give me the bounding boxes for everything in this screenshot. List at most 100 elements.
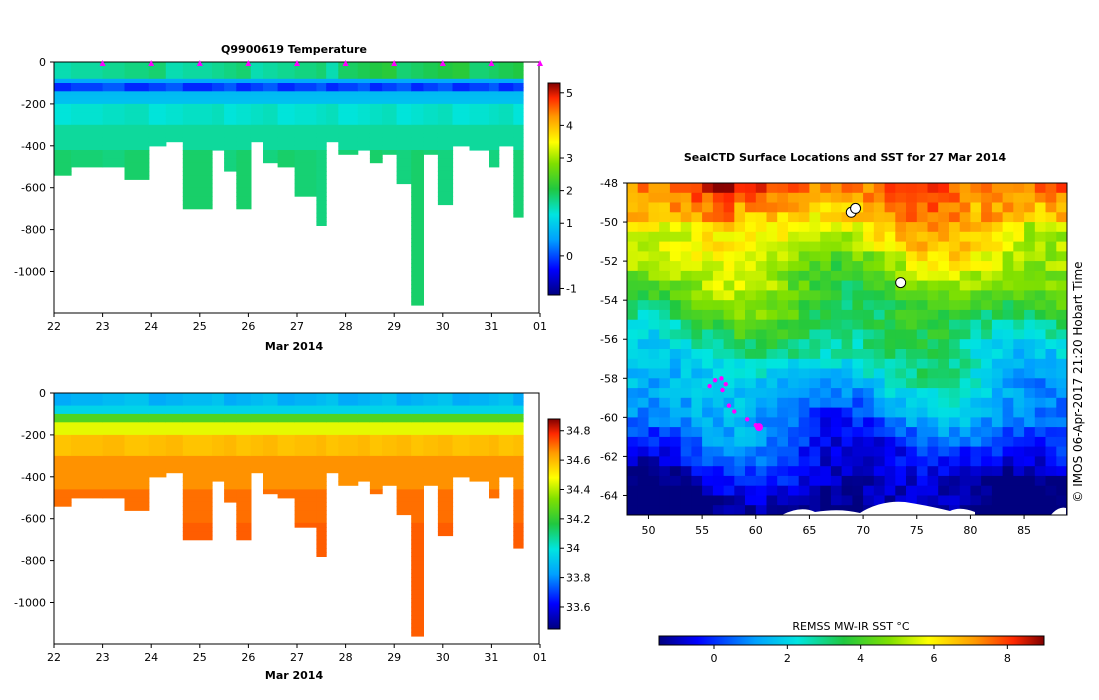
sst-cell — [702, 446, 714, 457]
sst-cell — [1024, 329, 1036, 340]
section-cell — [294, 497, 318, 503]
section-cell — [513, 426, 524, 432]
sst-cell — [938, 378, 950, 389]
section-cell — [224, 150, 237, 155]
sst-cell — [1045, 427, 1057, 438]
section-cell — [124, 422, 150, 428]
sst-cell — [734, 329, 746, 340]
section-cell — [396, 108, 412, 113]
sst-cell — [852, 319, 864, 330]
sst-cell — [1067, 232, 1078, 242]
sst-cell — [1034, 280, 1047, 291]
sst-cell — [906, 339, 918, 350]
sst-cell — [1045, 231, 1057, 243]
section-cell — [277, 116, 296, 122]
sst-cell — [906, 475, 918, 487]
profile-column — [437, 62, 454, 206]
sst-cell — [659, 417, 671, 428]
section-cell — [263, 154, 279, 159]
sst-cell — [1034, 270, 1047, 282]
section-cell — [411, 623, 424, 629]
sst-cell — [863, 222, 875, 233]
section-cell — [513, 522, 524, 528]
sst-cell — [981, 466, 993, 477]
section-cell — [277, 137, 296, 143]
section-cell — [411, 91, 424, 97]
sst-cell — [991, 378, 1004, 389]
sst-cell — [981, 300, 993, 311]
section-cell — [338, 103, 359, 109]
section-cell — [250, 397, 264, 402]
sst-cell — [970, 466, 982, 477]
section-cell — [396, 464, 412, 469]
section-cell — [294, 493, 318, 499]
sst-cell — [1056, 183, 1067, 194]
sst-cell — [991, 300, 1004, 311]
section-cell — [437, 78, 454, 84]
sst-cell — [777, 270, 789, 282]
section-cell — [369, 145, 383, 151]
section-cell — [423, 91, 439, 97]
sst-cell — [627, 349, 639, 360]
section-cell — [396, 485, 412, 490]
section-cell — [411, 606, 424, 612]
sst-cell — [798, 417, 810, 428]
section-cell — [316, 158, 327, 164]
section-cell — [513, 196, 524, 201]
sst-cell — [788, 358, 800, 370]
sst-cell — [1024, 241, 1036, 252]
section-cell — [469, 464, 490, 469]
sst-cell — [734, 251, 746, 262]
section-cell — [277, 409, 296, 415]
section-cell — [316, 522, 327, 528]
section-cell — [294, 141, 318, 147]
y-tick-label: -1000 — [14, 597, 46, 610]
sst-cell — [766, 251, 778, 262]
sst-cell — [873, 349, 886, 360]
sst-cell — [659, 388, 671, 399]
section-cell — [124, 62, 150, 67]
sst-cell — [884, 261, 896, 272]
sst-cell — [1034, 319, 1047, 330]
section-cell — [71, 74, 104, 80]
section-cell — [294, 145, 318, 151]
section-cell — [338, 481, 359, 486]
section-cell — [396, 66, 412, 71]
sst-cell — [669, 475, 682, 487]
sst-cell — [745, 358, 757, 370]
sst-cell — [991, 358, 1004, 370]
section-cell — [224, 468, 237, 474]
section-cell — [338, 70, 359, 76]
sst-cell — [873, 231, 886, 243]
sst-cell — [1034, 446, 1047, 457]
section-cell — [165, 116, 184, 122]
section-cell — [182, 175, 213, 180]
sst-cell — [734, 183, 746, 194]
section-cell — [124, 103, 150, 109]
section-cell — [236, 70, 252, 76]
section-cell — [357, 91, 371, 97]
sst-cell — [723, 183, 735, 194]
section-cell — [369, 78, 383, 84]
sst-cell — [723, 319, 735, 330]
sst-cell — [991, 319, 1004, 330]
sst-cell — [830, 378, 843, 389]
section-cell — [316, 401, 327, 407]
section-cell — [326, 439, 339, 444]
section-cell — [326, 455, 339, 461]
sst-cell — [766, 329, 778, 340]
sst-cell — [1056, 290, 1067, 301]
section-cell — [102, 447, 126, 453]
sst-cell — [863, 192, 875, 204]
sst-cell — [788, 515, 799, 525]
sst-cell — [830, 485, 843, 496]
sst-cell — [734, 388, 746, 399]
sst-cell — [755, 407, 768, 418]
sst-cell — [680, 495, 692, 506]
sst-cell — [627, 212, 639, 223]
seal-current-position — [755, 423, 763, 432]
sst-cell — [691, 290, 703, 301]
sst-cell — [723, 446, 735, 457]
sst-cell — [669, 280, 682, 291]
section-cell — [513, 460, 524, 465]
